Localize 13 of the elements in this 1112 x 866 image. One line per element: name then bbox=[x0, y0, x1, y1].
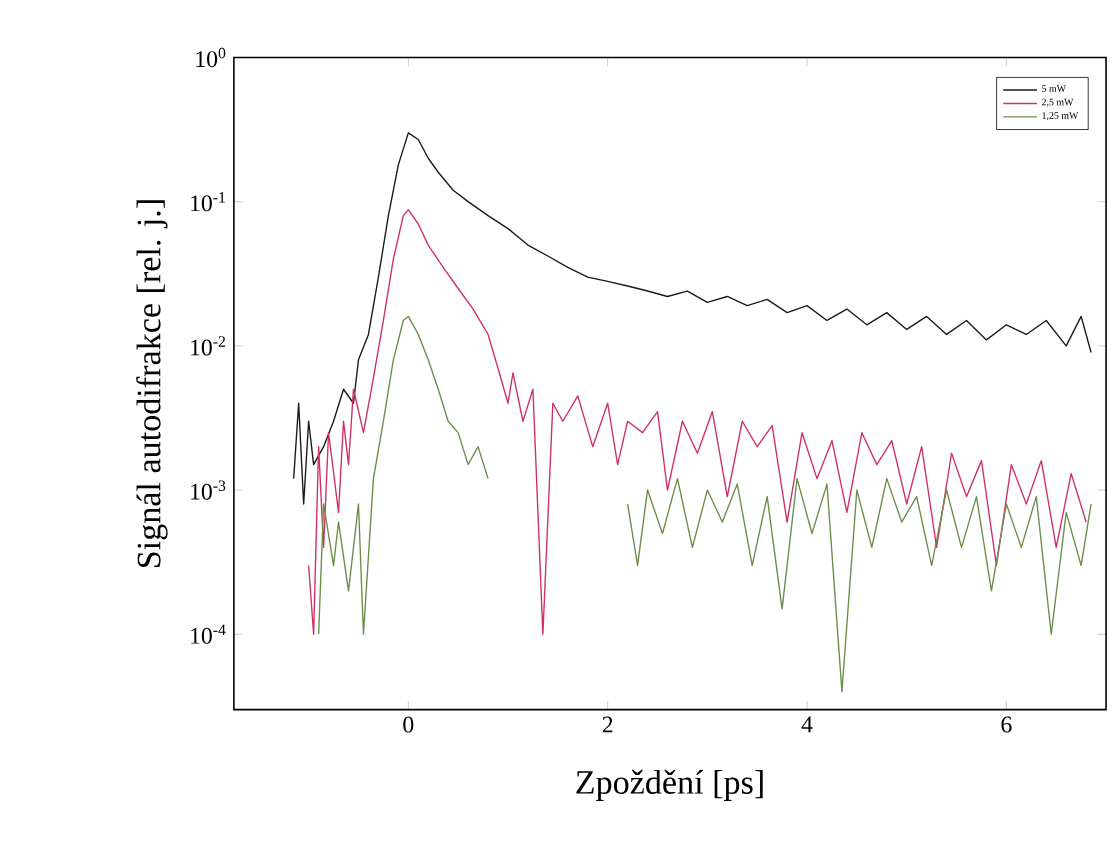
x-axis-title: Zpoždění [ps] bbox=[576, 769, 763, 801]
y-tick-label: 10$^{-4}$ bbox=[191, 624, 226, 644]
x-tick-label: 4 bbox=[801, 716, 813, 733]
line-series bbox=[292, 132, 1092, 505]
x-tick-label: 2 bbox=[602, 716, 613, 733]
y-tick-label: 10$^{-2}$ bbox=[191, 336, 226, 356]
y-tick-label: 10$^{-3}$ bbox=[191, 480, 226, 500]
x-tick-label: 0 bbox=[403, 716, 414, 733]
y-tick-label: 10$^{-1}$ bbox=[191, 191, 225, 212]
y-tick-label: 10$^{0}$ bbox=[196, 47, 226, 68]
line-series bbox=[307, 208, 1087, 635]
x-tick-label: 6 bbox=[1001, 716, 1012, 733]
y-axis-title: Signál autodifrakce [rel. j.] bbox=[136, 200, 168, 567]
